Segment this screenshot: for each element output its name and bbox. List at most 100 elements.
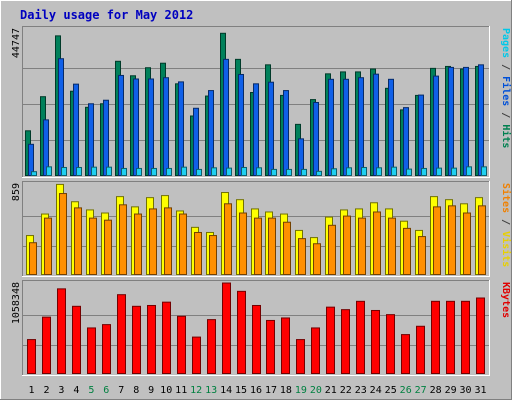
bar-kbytes-day-6	[102, 324, 111, 375]
bar-files-day-24	[373, 73, 379, 176]
bar-files-day-13	[208, 90, 214, 176]
bar-sites-day-8	[134, 213, 142, 275]
bar-pages-day-30	[466, 166, 472, 176]
day-label-16: 16	[250, 385, 262, 396]
axis-label-part: Hits	[500, 124, 512, 148]
bar-sites-day-11	[179, 213, 187, 275]
bar-sites-day-27	[418, 236, 426, 275]
panel-kbytes: 1058348 KBytes	[11, 280, 511, 376]
day-label-11: 11	[175, 385, 187, 396]
day-label-3: 3	[58, 385, 64, 396]
bar-sites-day-31	[478, 205, 486, 275]
bar-sites-day-10	[164, 207, 172, 275]
day-label-6: 6	[103, 385, 109, 396]
bar-files-day-16	[253, 83, 259, 176]
bar-sites-day-18	[283, 221, 291, 276]
bar-kbytes-day-11	[177, 315, 186, 374]
bar-pages-day-24	[376, 167, 382, 176]
bar-files-day-31	[478, 64, 484, 176]
bar-kbytes-day-25	[386, 314, 395, 375]
bar-kbytes-day-2	[42, 316, 51, 374]
panel-hits-files-pages: 44747 Pages / Files / Hits	[11, 26, 512, 178]
bar-kbytes-day-5	[87, 327, 96, 374]
bar-sites-day-24	[373, 211, 381, 275]
bar-kbytes-day-29	[446, 300, 455, 374]
bar-files-day-6	[103, 99, 109, 176]
day-label-4: 4	[73, 385, 79, 396]
bar-files-day-7	[118, 74, 124, 176]
bar-sites-day-9	[149, 208, 157, 276]
bar-kbytes-day-9	[147, 304, 156, 374]
day-label-28: 28	[430, 385, 442, 396]
bar-kbytes-day-17	[266, 319, 275, 374]
bar-pages-day-28	[436, 167, 442, 177]
day-label-20: 20	[310, 385, 322, 396]
bar-kbytes-day-24	[371, 309, 380, 374]
day-label-12: 12	[190, 385, 202, 396]
bar-pages-day-6	[106, 166, 112, 176]
bar-sites-day-21	[328, 224, 336, 275]
day-label-24: 24	[370, 385, 382, 396]
bar-kbytes-day-3	[57, 288, 66, 374]
bar-sites-day-6	[104, 219, 112, 275]
bar-pages-day-7	[121, 167, 127, 177]
bar-pages-day-5	[91, 166, 97, 176]
day-label-1: 1	[28, 385, 34, 396]
bar-kbytes-day-26	[401, 334, 410, 375]
day-label-10: 10	[160, 385, 172, 396]
bar-files-day-1	[28, 143, 34, 177]
bar-kbytes-day-4	[72, 305, 81, 374]
bar-pages-day-16	[256, 167, 262, 176]
series-files	[28, 58, 484, 177]
day-label-26: 26	[400, 385, 412, 396]
bar-kbytes-day-28	[431, 300, 440, 374]
bar-kbytes-day-19	[296, 339, 305, 374]
bar-sites-day-13	[209, 235, 217, 276]
axis-label-part: /	[500, 58, 511, 76]
day-label-14: 14	[220, 385, 232, 396]
bar-sites-day-20	[313, 243, 321, 275]
bar-pages-day-31	[481, 166, 487, 176]
bar-pages-day-21	[331, 168, 337, 177]
bar-kbytes-day-12	[192, 336, 201, 374]
bar-pages-day-12	[196, 168, 202, 177]
bar-pages-day-4	[76, 166, 82, 176]
bar-pages-day-15	[241, 166, 247, 176]
bar-sites-day-15	[239, 212, 247, 275]
bar-sites-day-22	[343, 215, 351, 276]
bar-sites-day-1	[29, 242, 37, 276]
day-label-27: 27	[415, 385, 427, 396]
bar-sites-day-28	[433, 206, 441, 275]
series-sites	[29, 193, 486, 276]
bar-pages-day-22	[346, 167, 352, 176]
bar-kbytes-day-8	[132, 305, 141, 374]
day-label-17: 17	[265, 385, 277, 396]
bar-files-day-12	[193, 107, 199, 176]
day-label-18: 18	[280, 385, 292, 396]
bar-kbytes-day-14	[222, 282, 231, 375]
bar-sites-day-4	[74, 207, 82, 275]
bar-files-day-8	[133, 78, 139, 176]
bar-files-day-10	[163, 77, 169, 176]
series-pages	[31, 166, 487, 177]
bar-kbytes-day-1	[27, 339, 36, 374]
bar-files-day-25	[388, 78, 394, 176]
bar-sites-day-7	[119, 204, 127, 275]
bar-pages-day-29	[451, 167, 457, 177]
bar-files-day-11	[178, 81, 184, 176]
bar-files-day-30	[463, 66, 469, 176]
bar-sites-day-12	[194, 231, 202, 275]
bar-files-day-14	[223, 58, 229, 176]
axis-label-part: /	[500, 213, 511, 231]
bar-kbytes-day-13	[207, 319, 216, 374]
bar-pages-day-1	[31, 171, 37, 177]
bar-files-day-4	[73, 83, 79, 176]
day-label-23: 23	[355, 385, 367, 396]
bar-sites-day-16	[254, 217, 262, 275]
series-kbytes	[27, 282, 485, 375]
bar-sites-day-29	[448, 205, 456, 275]
y-max-label: 859	[11, 183, 22, 201]
bar-files-day-9	[148, 78, 154, 176]
bar-sites-day-23	[358, 217, 366, 275]
